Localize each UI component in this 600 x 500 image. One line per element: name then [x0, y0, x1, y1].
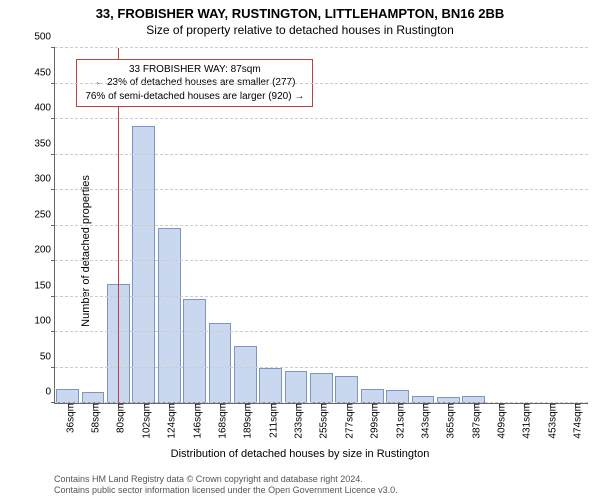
xtick-label: 233sqm	[288, 403, 305, 439]
gridline	[55, 402, 588, 403]
xtick-label: 255sqm	[313, 403, 330, 439]
ytick-mark	[51, 47, 55, 48]
gridline	[55, 154, 588, 155]
histogram-bar	[361, 389, 384, 403]
bar-slot: 277sqm	[334, 48, 359, 403]
xtick-label: 80sqm	[110, 403, 127, 433]
xtick-label: 409sqm	[491, 403, 508, 439]
xtick-label: 211sqm	[262, 403, 279, 438]
xtick-label: 431sqm	[516, 403, 533, 439]
bar-slot: 365sqm	[436, 48, 461, 403]
ytick-label: 300	[34, 174, 55, 185]
gridline	[55, 118, 588, 119]
ytick-mark	[51, 402, 55, 403]
xtick-label: 189sqm	[237, 403, 254, 439]
ytick-mark	[51, 189, 55, 190]
gridline	[55, 225, 588, 226]
x-axis-label: Distribution of detached houses by size …	[0, 448, 600, 460]
footer-line-2: Contains public sector information licen…	[54, 485, 600, 496]
annotation-line-1: 33 FROBISHER WAY: 87sqm	[85, 63, 304, 77]
gridline	[55, 47, 588, 48]
xtick-label: 168sqm	[211, 403, 228, 439]
bar-slot: 343sqm	[410, 48, 435, 403]
ytick-label: 150	[34, 280, 55, 291]
gridline	[55, 189, 588, 190]
bar-slot: 321sqm	[385, 48, 410, 403]
gridline	[55, 296, 588, 297]
footer-line-1: Contains HM Land Registry data © Crown c…	[54, 474, 600, 485]
histogram-bar	[310, 373, 333, 403]
xtick-label: 387sqm	[465, 403, 482, 439]
ytick-mark	[51, 296, 55, 297]
xtick-label: 453sqm	[541, 403, 558, 439]
xtick-label: 474sqm	[567, 403, 584, 439]
ytick-mark	[51, 154, 55, 155]
ytick-label: 400	[34, 103, 55, 114]
bar-slot: 299sqm	[360, 48, 385, 403]
chart-container: Number of detached properties 36sqm58sqm…	[0, 40, 600, 462]
histogram-bar	[259, 368, 282, 404]
gridline	[55, 367, 588, 368]
bar-slot: 431sqm	[512, 48, 537, 403]
page-title: 33, FROBISHER WAY, RUSTINGTON, LITTLEHAM…	[0, 0, 600, 21]
bar-slot: 387sqm	[461, 48, 486, 403]
xtick-label: 36sqm	[59, 403, 76, 433]
bar-slot: 409sqm	[486, 48, 511, 403]
gridline	[55, 260, 588, 261]
ytick-label: 500	[34, 32, 55, 43]
ytick-label: 200	[34, 245, 55, 256]
ytick-mark	[51, 260, 55, 261]
ytick-label: 450	[34, 67, 55, 78]
ytick-label: 100	[34, 316, 55, 327]
footer: Contains HM Land Registry data © Crown c…	[0, 474, 600, 497]
xtick-label: 58sqm	[85, 403, 102, 433]
xtick-label: 343sqm	[414, 403, 431, 439]
xtick-label: 146sqm	[186, 403, 203, 439]
bar-slot: 474sqm	[563, 48, 588, 403]
histogram-bar	[335, 376, 358, 403]
xtick-label: 299sqm	[364, 403, 381, 439]
page-subtitle: Size of property relative to detached ho…	[0, 21, 600, 41]
ytick-mark	[51, 331, 55, 332]
ytick-label: 350	[34, 138, 55, 149]
histogram-bar	[285, 371, 308, 403]
xtick-label: 102sqm	[135, 403, 152, 439]
histogram-bar	[56, 389, 79, 403]
xtick-label: 365sqm	[440, 403, 457, 439]
histogram-bar	[234, 346, 257, 403]
ytick-mark	[51, 225, 55, 226]
ytick-label: 0	[45, 387, 55, 398]
ytick-mark	[51, 83, 55, 84]
histogram-bar	[132, 126, 155, 403]
histogram-bar	[209, 323, 232, 403]
xtick-label: 124sqm	[161, 403, 178, 439]
gridline	[55, 331, 588, 332]
histogram-bar	[183, 299, 206, 403]
annotation-line-3: 76% of semi-detached houses are larger (…	[85, 90, 304, 104]
ytick-label: 50	[40, 351, 55, 362]
ytick-mark	[51, 367, 55, 368]
histogram-bar	[158, 228, 181, 403]
plot-area: 36sqm58sqm80sqm102sqm124sqm146sqm168sqm1…	[54, 48, 588, 404]
bar-slot: 453sqm	[537, 48, 562, 403]
ytick-label: 250	[34, 209, 55, 220]
xtick-label: 277sqm	[338, 403, 355, 439]
gridline	[55, 83, 588, 84]
xtick-label: 321sqm	[389, 403, 406, 439]
ytick-mark	[51, 118, 55, 119]
